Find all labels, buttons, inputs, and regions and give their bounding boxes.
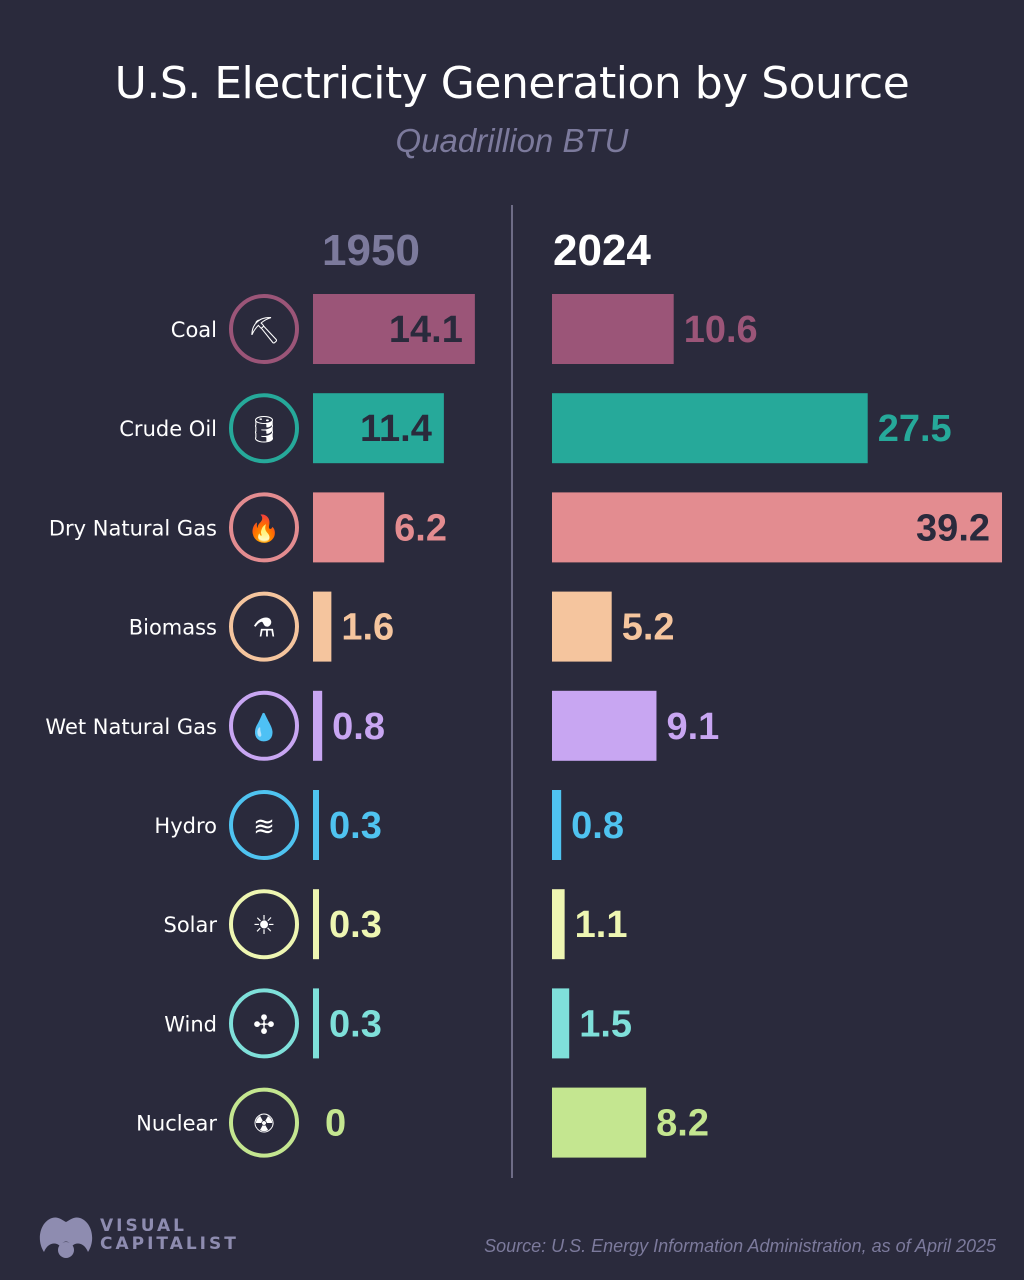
- category-label: Nuclear: [136, 1112, 217, 1136]
- category-label: Solar: [163, 913, 217, 937]
- bar-2024-dry-natural-gas: [552, 492, 1003, 563]
- bar-2024-nuclear: [552, 1087, 647, 1158]
- chart-title: U.S. Electricity Generation by Source: [114, 58, 910, 109]
- svg-text:☀: ☀: [252, 911, 275, 941]
- bar-2024-biomass: [552, 591, 612, 662]
- value-label: 0.8: [332, 706, 385, 748]
- category-label: Coal: [171, 318, 217, 342]
- value-label: 14.1: [389, 309, 463, 351]
- source-note: Source: U.S. Energy Information Administ…: [484, 1236, 996, 1256]
- flame-icon: 🔥: [229, 492, 299, 563]
- svg-text:⛏: ⛏: [247, 316, 280, 346]
- svg-text:✣: ✣: [253, 1010, 275, 1040]
- value-label: 9.1: [666, 706, 719, 748]
- value-label: 0.3: [329, 1003, 382, 1045]
- bar-1950-solar: [313, 889, 319, 960]
- bar-1950-wet-natural-gas: [313, 690, 323, 761]
- flask-icon: ⚗: [229, 591, 299, 662]
- bar-2024-solar: [552, 889, 565, 960]
- category-label: Hydro: [154, 814, 217, 838]
- value-label: 8.2: [656, 1103, 709, 1145]
- category-label: Dry Natural Gas: [49, 516, 217, 540]
- year-1950-heading: 1950: [322, 226, 420, 275]
- bar-2024-crude-oil: [552, 393, 868, 464]
- bar-2024-hydro: [552, 790, 562, 860]
- bar-1950-biomass: [313, 591, 332, 662]
- bar-2024-coal: [552, 294, 674, 364]
- logo-text: VISUAL CAPITALIST: [100, 1217, 239, 1253]
- bar-1950-coal: [313, 294, 475, 364]
- value-label: 0: [325, 1103, 346, 1145]
- value-label: 11.4: [360, 408, 432, 450]
- bar-2024-wet-natural-gas: [552, 690, 657, 761]
- visual-capitalist-logo: VISUAL CAPITALIST: [38, 1212, 239, 1258]
- value-label: 0.3: [329, 805, 382, 847]
- value-label: 1.5: [579, 1003, 632, 1045]
- svg-text:☢: ☢: [252, 1110, 275, 1140]
- logo-line-2: CAPITALIST: [100, 1234, 239, 1254]
- coal-cart-icon: ⛏: [229, 294, 299, 364]
- value-label: 1.1: [575, 904, 628, 946]
- logo-line-1: VISUAL: [100, 1216, 187, 1236]
- value-label: 0.3: [329, 904, 382, 946]
- svg-text:🛢: 🛢: [247, 415, 280, 445]
- bar-1950-crude-oil: [313, 393, 444, 464]
- value-label: 39.2: [916, 507, 990, 549]
- bar-1950-wind: [313, 988, 319, 1059]
- bar-2024-wind: [552, 988, 570, 1059]
- bar-1950-hydro: [313, 790, 319, 860]
- oil-barrel-icon: 🛢: [229, 393, 299, 464]
- bar-1950-dry-natural-gas: [313, 492, 385, 563]
- svg-text:💧: 💧: [248, 712, 280, 743]
- category-label: Biomass: [129, 616, 217, 640]
- value-label: 1.6: [341, 607, 394, 649]
- svg-text:≋: ≋: [253, 812, 275, 842]
- year-2024-heading: 2024: [553, 226, 651, 275]
- value-label: 0.8: [571, 805, 624, 847]
- category-label: Wind: [164, 1012, 217, 1036]
- value-label: 27.5: [878, 408, 952, 450]
- droplet-icon: 💧: [229, 690, 299, 761]
- chart-subtitle: Quadrillion BTU: [395, 122, 629, 159]
- svg-text:🔥: 🔥: [248, 513, 280, 544]
- value-label: 6.2: [394, 507, 447, 549]
- dam-icon: ≋: [229, 790, 299, 860]
- svg-text:⚗: ⚗: [252, 614, 275, 644]
- value-label: 10.6: [684, 309, 758, 351]
- logo-icon: [39, 1217, 93, 1258]
- value-label: 5.2: [622, 607, 675, 649]
- nuclear-plant-icon: ☢: [229, 1087, 299, 1158]
- category-label: Wet Natural Gas: [45, 715, 217, 739]
- wind-turbine-icon: ✣: [229, 988, 299, 1059]
- solar-panel-icon: ☀: [229, 889, 299, 960]
- panel-divider: [511, 205, 513, 1178]
- category-label: Crude Oil: [119, 417, 217, 441]
